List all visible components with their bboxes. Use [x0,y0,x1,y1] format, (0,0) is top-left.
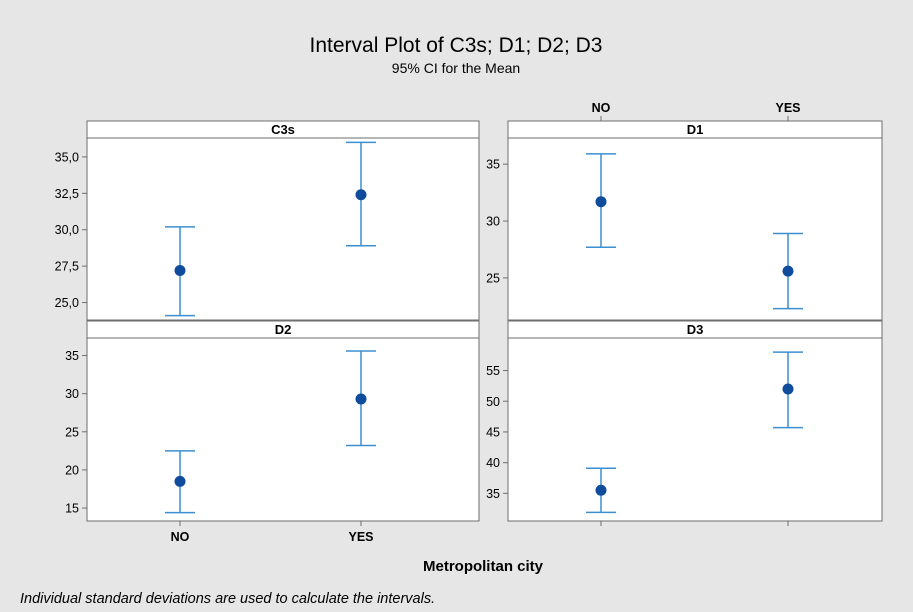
mean-point-yes [355,393,367,405]
panel-strip-label: C3s [271,122,295,137]
panel-d1: D1 25 30 35 NO YES [486,101,883,321]
x-axis-label: Metropolitan city [423,558,544,575]
panel-plot-area [507,137,883,321]
chart-subtitle: 95% CI for the Mean [392,60,520,76]
mean-point-yes [355,189,367,201]
y-tick-label: 45 [486,425,500,439]
y-tick-label: 35,0 [55,150,79,164]
panel-strip [86,120,480,139]
x-tick-label-top-no: NO [592,101,611,115]
y-tick-label: 40 [486,456,500,470]
mean-point-no [174,475,186,487]
y-tick-label: 25 [486,271,500,285]
panel-strip-label: D1 [687,122,704,137]
y-tick-label: 30 [65,387,79,401]
panel-strip [507,120,883,139]
mean-point-no [595,484,607,496]
panel-strip-label: D3 [687,322,704,337]
x-tick-label-yes: YES [348,530,373,544]
mean-point-no [174,264,186,276]
panels-layer: C3s 25,0 27,5 30,0 32,5 35,0 D1 25 30 35 NO YES D2 15… [55,101,883,544]
panel-d3: D3 35 40 45 50 55 [486,320,883,526]
mean-point-yes [782,265,794,277]
panel-plot-area [86,337,480,522]
panel-c3s: C3s 25,0 27,5 30,0 32,5 35,0 [55,120,480,321]
panel-plot-area [86,137,480,321]
y-tick-label: 15 [65,502,79,516]
y-tick-label: 32,5 [55,187,79,201]
y-tick-label: 35 [65,349,79,363]
y-tick-label: 35 [486,487,500,501]
panel-strip-label: D2 [275,322,292,337]
y-tick-label: 25,0 [55,296,79,310]
panel-plot-area [507,337,883,522]
x-tick-label-no: NO [171,530,190,544]
chart-title: Interval Plot of C3s; D1; D2; D3 [310,34,603,57]
panel-d2: D2 15 20 25 30 35 NO YES [65,320,480,544]
footnote: Individual standard deviations are used … [20,591,435,607]
panel-strip [507,320,883,339]
y-tick-label: 35 [486,158,500,172]
y-tick-label: 55 [486,364,500,378]
y-tick-label: 20 [65,463,79,477]
y-tick-label: 30 [486,215,500,229]
y-tick-label: 30,0 [55,223,79,237]
mean-point-yes [782,383,794,395]
panel-strip [86,320,480,339]
y-tick-label: 50 [486,395,500,409]
mean-point-no [595,196,607,208]
x-tick-label-top-yes: YES [775,101,800,115]
y-tick-label: 27,5 [55,260,79,274]
y-tick-label: 25 [65,425,79,439]
